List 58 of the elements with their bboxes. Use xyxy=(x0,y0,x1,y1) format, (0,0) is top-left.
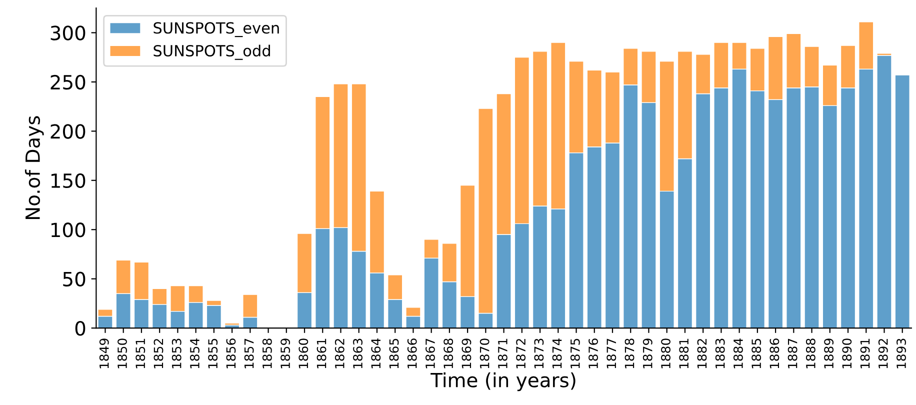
bar xyxy=(876,55,892,328)
x-tick-label: 1891 xyxy=(860,338,870,368)
x-tick-label: 1860 xyxy=(298,338,308,368)
legend-label: SUNSPOTS_odd xyxy=(154,44,270,60)
x-tick-label: 1861 xyxy=(316,338,326,368)
x-tick-label: 1872 xyxy=(516,339,526,368)
x-tick-label: 1850 xyxy=(118,338,127,368)
x-tick-label: 1875 xyxy=(570,338,580,368)
legend-label: SUNSPOTS_even xyxy=(154,22,279,38)
x-tick-label: 1888 xyxy=(806,338,816,368)
x-tick-label: 1870 xyxy=(480,338,490,368)
x-tick-label: 1853 xyxy=(172,338,182,368)
x-tick-label: 1871 xyxy=(498,338,508,368)
x-axis-title: Time (in years) xyxy=(430,372,576,392)
y-tick-label: 100 xyxy=(51,222,86,238)
x-tick-label: 1876 xyxy=(588,338,598,368)
y-tick-label: 200 xyxy=(50,124,86,139)
x-tick-label: 1851 xyxy=(136,338,146,368)
y-tick-label: 0 xyxy=(75,321,86,336)
x-tick-label: 1886 xyxy=(770,338,780,368)
x-tick-label: 1857 xyxy=(244,338,254,368)
x-tick-label: 1869 xyxy=(462,338,472,368)
x-tick-label: 1893 xyxy=(896,338,906,368)
y-tick-label: 50 xyxy=(63,272,86,286)
x-tick-label: 1852 xyxy=(154,339,164,368)
y-tick-label: 150 xyxy=(51,173,86,188)
x-tick-label: 1889 xyxy=(824,338,834,368)
x-tick-label: 1859 xyxy=(280,338,290,368)
x-tick-label: 1878 xyxy=(624,338,634,368)
y-tick-label: 300 xyxy=(50,26,86,40)
x-tick-label: 1873 xyxy=(534,338,544,368)
x-tick-label: 1880 xyxy=(661,338,670,368)
x-tick-label: 1892 xyxy=(878,339,888,368)
x-tick-label: 1862 xyxy=(334,339,344,368)
x-tick-label: 1887 xyxy=(788,338,798,368)
x-tick-label: 1890 xyxy=(842,338,852,368)
x-tick-label: 1856 xyxy=(226,338,236,368)
x-tick-label: 1868 xyxy=(444,338,454,368)
x-tick-label: 1863 xyxy=(353,338,362,368)
x-tick-label: 1854 xyxy=(190,338,200,368)
x-tick-label: 1864 xyxy=(371,338,381,368)
bar xyxy=(894,74,910,328)
x-tick-label: 1874 xyxy=(552,338,562,368)
x-tick-label: 1879 xyxy=(642,338,652,368)
x-tick-label: 1867 xyxy=(426,338,435,368)
x-tick-label: 1884 xyxy=(733,338,743,368)
y-axis-title: No.of Days xyxy=(24,116,44,220)
x-tick-label: 1885 xyxy=(752,338,762,368)
x-tick-label: 1877 xyxy=(606,338,616,368)
x-tick-label: 1881 xyxy=(679,338,689,368)
y-tick-label: 250 xyxy=(50,74,86,90)
x-tick-label: 1882 xyxy=(697,339,707,368)
x-tick-label: 1883 xyxy=(715,338,725,368)
x-tick-label: 1865 xyxy=(389,338,399,368)
x-tick-label: 1858 xyxy=(262,338,272,368)
x-tick-label: 1855 xyxy=(208,338,218,368)
x-tick-label: 1849 xyxy=(99,338,109,368)
x-tick-label: 1866 xyxy=(407,338,417,368)
